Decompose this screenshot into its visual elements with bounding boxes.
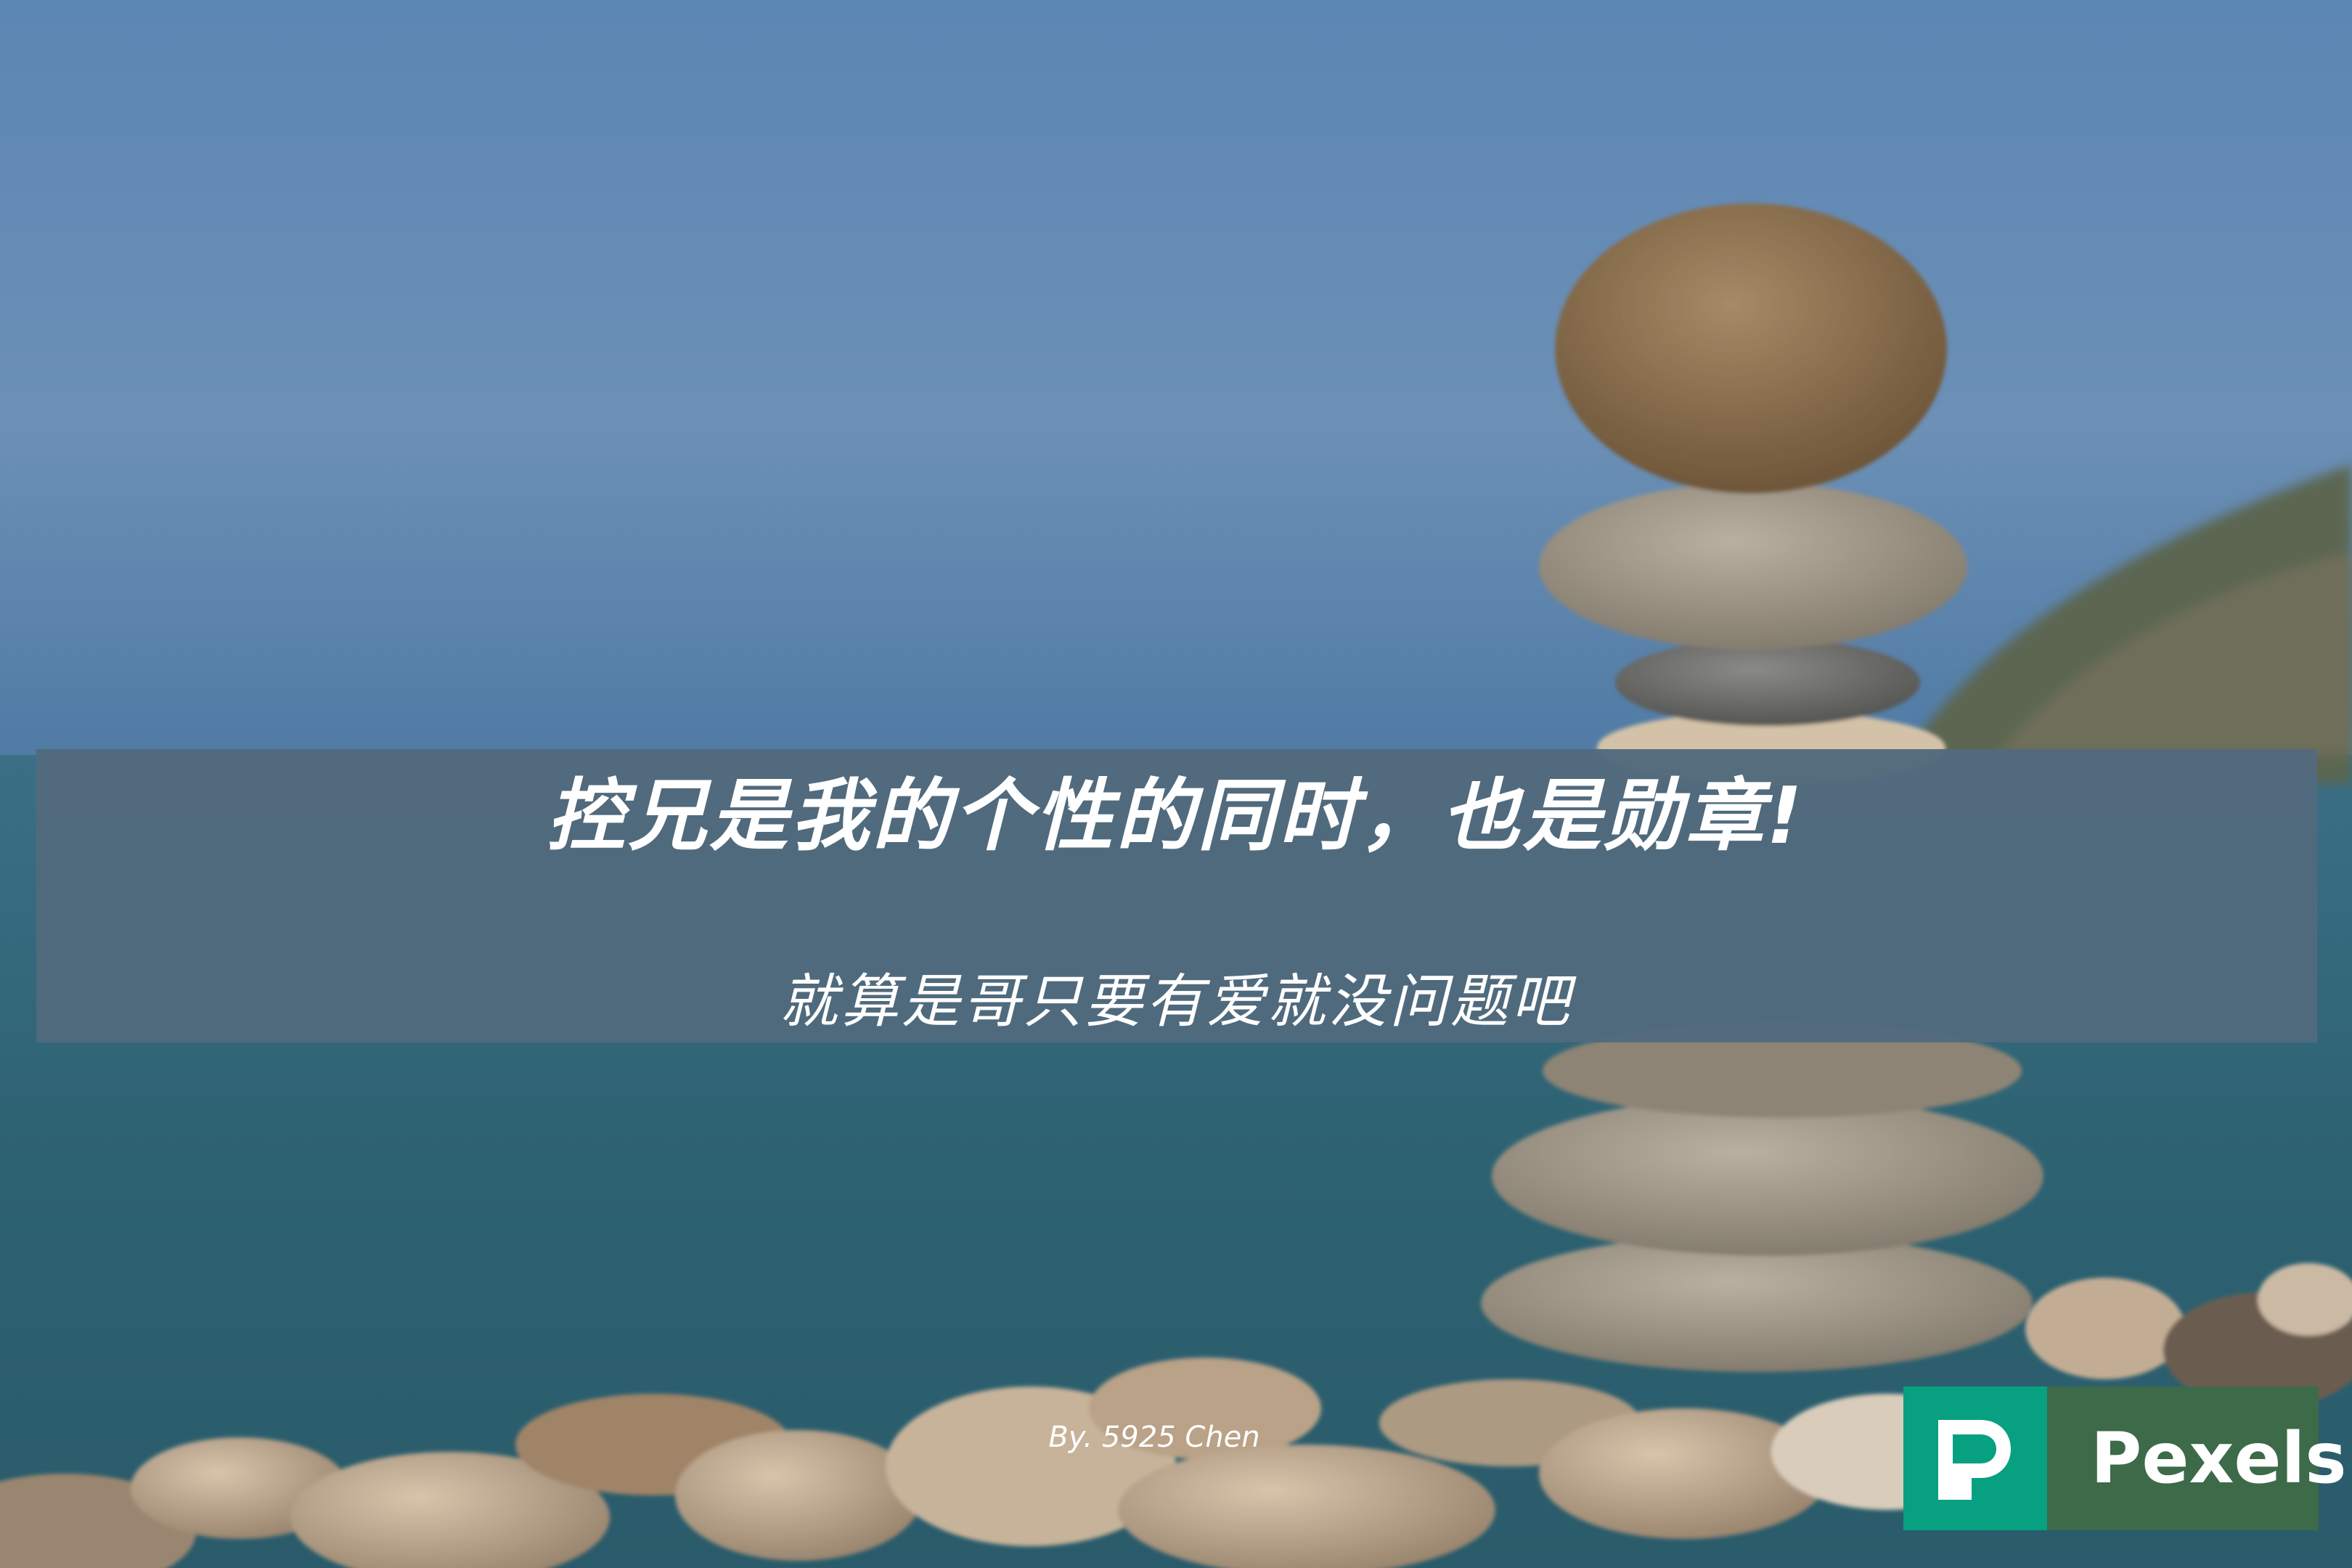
pexels-logo-tile	[1903, 1387, 2047, 1530]
headline-text: 控兄是我的个性的同时，也是勋章!	[0, 762, 2352, 871]
pexels-p-icon	[1938, 1420, 2014, 1500]
author-credit: By. 5925 Chen	[1009, 1416, 1299, 1459]
pexels-badge[interactable]: Pexels	[1903, 1387, 2319, 1530]
pexels-wordmark: Pexels	[2091, 1416, 2347, 1501]
subline-text: 就算是哥只要有爱就没问题吧	[0, 958, 2352, 1045]
